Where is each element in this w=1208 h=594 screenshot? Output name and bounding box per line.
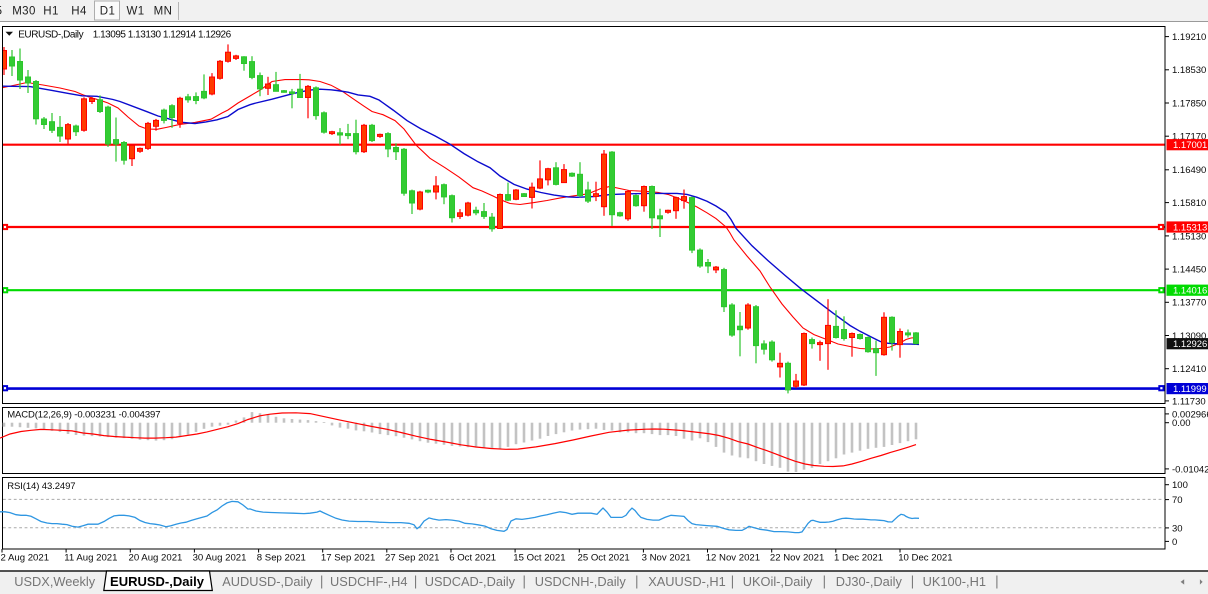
svg-text:W1: W1: [126, 6, 144, 18]
svg-text:RSI(14) 43.2497: RSI(14) 43.2497: [7, 481, 75, 492]
svg-text:27 Sep 2021: 27 Sep 2021: [385, 553, 439, 564]
svg-text:12 Nov 2021: 12 Nov 2021: [706, 553, 760, 564]
svg-text:1.15130: 1.15130: [1172, 231, 1206, 242]
svg-text:M30: M30: [12, 6, 36, 18]
svg-text:5: 5: [0, 6, 2, 18]
svg-text:UKOil-,Daily: UKOil-,Daily: [743, 574, 813, 589]
svg-text:D1: D1: [100, 6, 116, 18]
svg-text:30: 30: [1172, 523, 1183, 534]
svg-text:1.12410: 1.12410: [1172, 364, 1206, 375]
svg-text:1.16490: 1.16490: [1172, 165, 1206, 176]
svg-text:DJ30-,Daily: DJ30-,Daily: [836, 574, 903, 589]
svg-text:MACD(12,26,9) -0.003231 -0.004: MACD(12,26,9) -0.003231 -0.004397: [7, 409, 160, 420]
svg-text:11 Aug 2021: 11 Aug 2021: [64, 553, 117, 564]
svg-text:USDX,Weekly: USDX,Weekly: [14, 574, 95, 589]
svg-text:1.15810: 1.15810: [1172, 198, 1206, 209]
svg-text:USDCNH-,Daily: USDCNH-,Daily: [535, 574, 627, 589]
svg-text:1.11999: 1.11999: [1173, 384, 1207, 395]
svg-text:1.12926: 1.12926: [1173, 339, 1207, 350]
svg-text:17 Sep 2021: 17 Sep 2021: [321, 553, 375, 564]
svg-text:2 Aug 2021: 2 Aug 2021: [1, 553, 50, 564]
svg-text:1.13095 1.13130 1.12914 1.1292: 1.13095 1.13130 1.12914 1.12926: [93, 29, 232, 40]
svg-text:0.002966: 0.002966: [1172, 409, 1208, 420]
svg-text:30 Aug 2021: 30 Aug 2021: [193, 553, 247, 564]
svg-text:1.17001: 1.17001: [1173, 140, 1207, 151]
svg-text:100: 100: [1172, 480, 1188, 491]
svg-text:EURUSD-,Daily: EURUSD-,Daily: [110, 574, 205, 589]
svg-text:H1: H1: [43, 6, 59, 18]
svg-text:XAUUSD-,H1: XAUUSD-,H1: [648, 574, 726, 589]
svg-text:EURUSD-,Daily: EURUSD-,Daily: [18, 29, 83, 40]
svg-text:25 Oct 2021: 25 Oct 2021: [578, 553, 630, 564]
svg-text:1 Dec 2021: 1 Dec 2021: [834, 553, 883, 564]
svg-text:0.00: 0.00: [1172, 418, 1191, 429]
svg-text:0: 0: [1172, 537, 1177, 548]
svg-text:1.17170: 1.17170: [1172, 132, 1206, 143]
svg-text:1.19210: 1.19210: [1172, 32, 1206, 43]
svg-text:UK100-,H1: UK100-,H1: [923, 574, 986, 589]
svg-text:15 Oct 2021: 15 Oct 2021: [513, 553, 565, 564]
svg-text:10 Dec 2021: 10 Dec 2021: [898, 553, 952, 564]
svg-text:1.15313: 1.15313: [1173, 222, 1207, 233]
svg-text:AUDUSD-,Daily: AUDUSD-,Daily: [222, 574, 313, 589]
svg-text:USDCHF-,H4: USDCHF-,H4: [330, 574, 408, 589]
svg-text:6 Oct 2021: 6 Oct 2021: [449, 553, 496, 564]
svg-text:USDCAD-,Daily: USDCAD-,Daily: [425, 574, 516, 589]
svg-text:-0.010422: -0.010422: [1172, 464, 1208, 475]
svg-text:1.14016: 1.14016: [1173, 286, 1207, 297]
svg-text:MN: MN: [154, 6, 173, 18]
svg-text:1.13090: 1.13090: [1172, 331, 1206, 342]
svg-text:1.13770: 1.13770: [1172, 298, 1206, 309]
svg-text:1.14450: 1.14450: [1172, 265, 1206, 276]
svg-text:3 Nov 2021: 3 Nov 2021: [642, 553, 691, 564]
svg-text:20 Aug 2021: 20 Aug 2021: [129, 553, 183, 564]
svg-text:8 Sep 2021: 8 Sep 2021: [257, 553, 306, 564]
svg-text:1.18530: 1.18530: [1172, 65, 1206, 76]
svg-text:70: 70: [1172, 495, 1183, 506]
svg-text:1.11730: 1.11730: [1172, 396, 1206, 407]
svg-text:22 Nov 2021: 22 Nov 2021: [770, 553, 824, 564]
svg-text:1.17850: 1.17850: [1172, 98, 1206, 109]
svg-text:H4: H4: [71, 6, 87, 18]
